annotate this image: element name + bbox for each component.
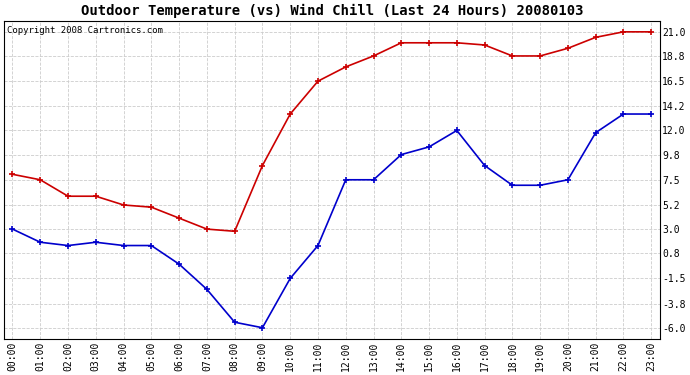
Text: Copyright 2008 Cartronics.com: Copyright 2008 Cartronics.com xyxy=(8,26,164,34)
Title: Outdoor Temperature (vs) Wind Chill (Last 24 Hours) 20080103: Outdoor Temperature (vs) Wind Chill (Las… xyxy=(81,4,583,18)
